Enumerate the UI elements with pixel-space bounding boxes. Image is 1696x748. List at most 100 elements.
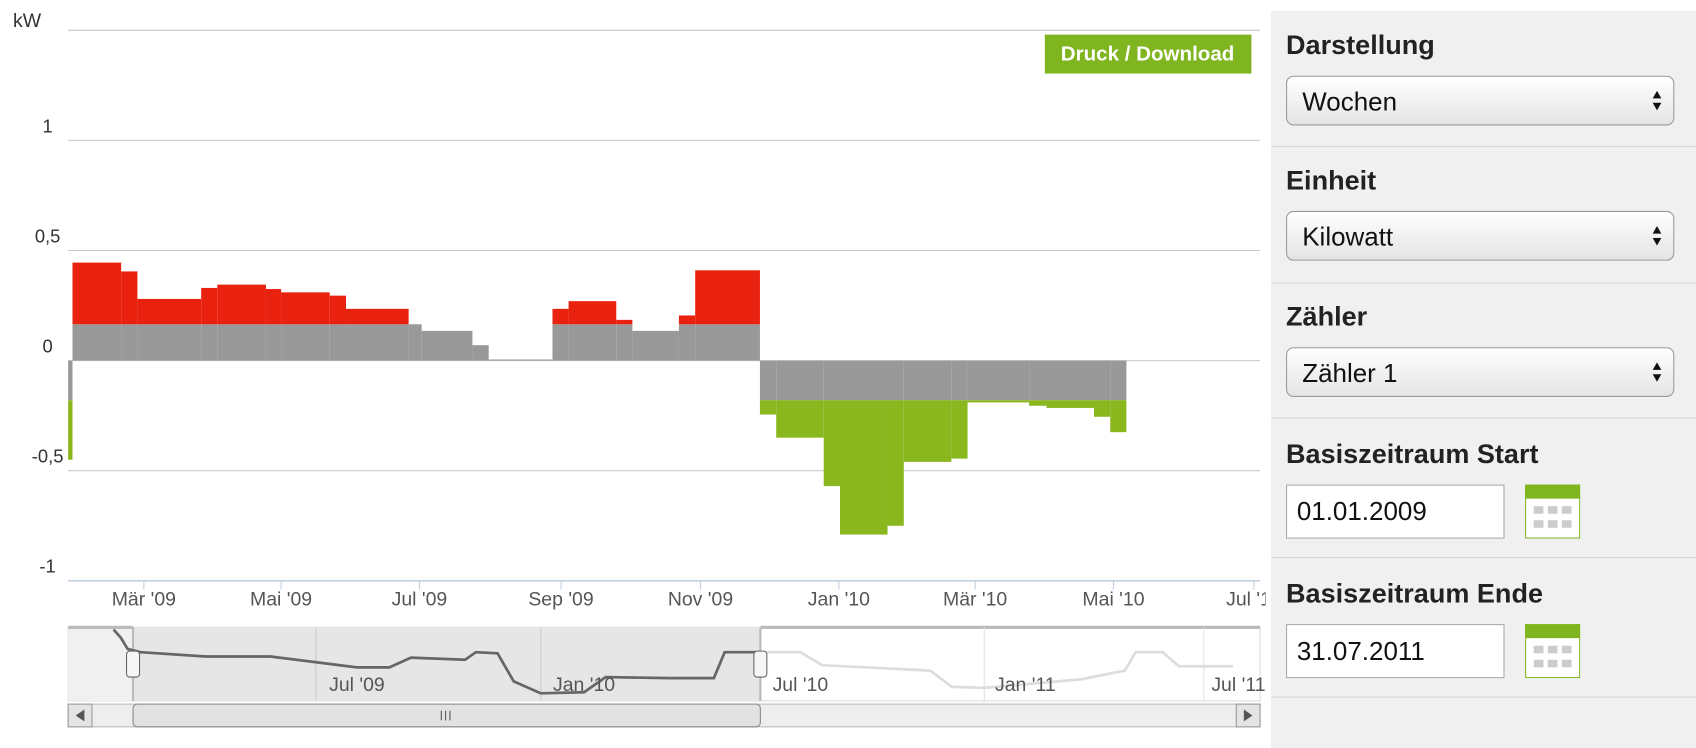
bar-base [776, 360, 824, 401]
scrollbar [67, 703, 1261, 728]
export-button-label[interactable]: Druck / Download [1061, 43, 1235, 66]
field-label: Darstellung [1286, 30, 1435, 61]
bar-excess [1110, 400, 1127, 433]
bar-excess [345, 308, 409, 325]
bar-base [887, 360, 904, 401]
bar-base [408, 324, 422, 361]
calendar-button[interactable] [1525, 624, 1581, 679]
field-label: Einheit [1286, 165, 1377, 196]
y-tick-label: -0,5 [32, 446, 64, 467]
bar-base [632, 330, 679, 361]
bar-excess [903, 400, 952, 462]
chart: kW -1 -0,5 0 0,5 1 Mär '09 Mai '09 Jul '09 Sep … [13, 10, 1265, 728]
x-tick-label: Nov '09 [668, 588, 733, 610]
select[interactable]: Wochen [1286, 75, 1675, 126]
bar-excess [678, 315, 696, 325]
select-value: Kilowatt [1302, 222, 1394, 253]
bar-base [678, 324, 696, 361]
bar-base [488, 359, 553, 361]
field-label: Basiszeitraum Start [1286, 439, 1539, 470]
date-value: 31.07.2011 [1296, 637, 1425, 667]
navigator-label: Jul '09 [329, 674, 385, 696]
bar-excess [951, 400, 968, 459]
bar-base [616, 324, 633, 361]
bar-base [137, 324, 202, 361]
select-arrows [1652, 362, 1662, 382]
bar-excess [1094, 400, 1111, 417]
bar-excess [887, 400, 904, 526]
y-tick-label: 1 [42, 115, 52, 136]
bar-excess [1029, 400, 1047, 406]
navigator-line [760, 650, 1234, 690]
bar-base [421, 330, 473, 361]
field-section: Basiszeitraum Start 01.01.2009 [1270, 417, 1696, 559]
bar-excess [1046, 400, 1095, 408]
scroll-left-arrow [75, 709, 85, 722]
field-section: Basiszeitraum Ende 31.07.2011 [1270, 557, 1696, 698]
date-input[interactable]: 01.01.2009 [1286, 484, 1505, 539]
bar-base [201, 324, 218, 361]
x-tick-label: Jul '09 [392, 588, 448, 610]
navigator-label: Jan '11 [995, 674, 1056, 696]
select-arrows [1652, 226, 1662, 246]
navigator-label: Jan '10 [553, 674, 615, 696]
bars [68, 262, 1127, 535]
date-input[interactable]: 31.07.2011 [1286, 624, 1505, 679]
bar-excess [823, 400, 840, 487]
bar-excess [839, 400, 888, 535]
field-label: Basiszeitraum Ende [1286, 578, 1544, 609]
field-section: Einheit Kilowatt [1270, 146, 1696, 284]
bar-excess [201, 287, 218, 325]
select-value: Wochen [1302, 87, 1398, 117]
bar-base [951, 360, 968, 401]
bar-excess [121, 271, 138, 325]
bar-base [329, 324, 346, 361]
bar-base [1110, 360, 1127, 401]
bar-base [217, 324, 266, 361]
navigator-line [112, 628, 761, 695]
bar-base [839, 360, 888, 401]
bar-base [552, 324, 569, 361]
y-tick-label: 0,5 [35, 225, 61, 246]
bar-base [1029, 360, 1047, 401]
navigator-selection [133, 627, 761, 701]
scrollbar-thumb[interactable] [132, 703, 761, 728]
export-button[interactable] [1044, 34, 1252, 74]
navigator-handle[interactable] [126, 650, 141, 678]
navigator-handle[interactable] [753, 650, 768, 678]
navigator-label: Jul '10 [773, 674, 829, 696]
bar-base [472, 345, 489, 361]
bar-base [1094, 360, 1111, 401]
bar-base [1046, 360, 1095, 401]
calendar-button[interactable] [1525, 484, 1581, 539]
y-axis-label: kW [13, 10, 42, 32]
x-tick-label: Sep '09 [528, 588, 593, 610]
select[interactable]: Zähler 1 [1286, 347, 1675, 397]
bar-excess [329, 295, 346, 325]
bar-base [823, 360, 840, 401]
y-tick-label: 0 [42, 335, 52, 356]
bar-excess [776, 400, 824, 438]
bar-excess [72, 262, 122, 325]
bar-base [759, 360, 777, 401]
field-section: Darstellung Wochen [1270, 11, 1696, 148]
navigator-label: Jul '11 [1211, 674, 1265, 696]
scroll-right-arrow [1243, 709, 1253, 722]
bar-excess [759, 400, 777, 415]
scrollbar-grip [440, 710, 451, 721]
x-tick-label: Mai '10 [1082, 588, 1144, 610]
bar-excess [217, 284, 266, 325]
select[interactable]: Kilowatt [1286, 210, 1675, 261]
bar-base [568, 324, 617, 361]
bar-excess [967, 400, 1030, 403]
bar-base [68, 360, 73, 401]
bar-base [695, 324, 760, 361]
navigator: Jul '09 Jan '10 Jul '10 Jan '11 Jul '11 [67, 625, 1265, 702]
bar-excess [616, 319, 633, 325]
date-value: 01.01.2009 [1296, 497, 1427, 527]
bar-base [121, 324, 138, 361]
bar-base [281, 324, 330, 361]
bar-excess [695, 270, 760, 325]
bar-excess [568, 301, 617, 325]
bar-base [345, 324, 409, 361]
